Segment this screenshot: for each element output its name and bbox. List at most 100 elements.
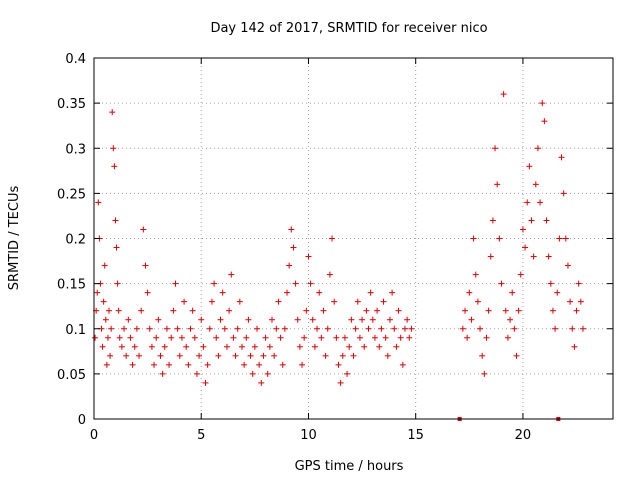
data-point bbox=[99, 343, 106, 350]
data-point bbox=[500, 91, 507, 98]
y-tick-label: 0.25 bbox=[57, 187, 86, 202]
data-point bbox=[191, 334, 198, 341]
data-point bbox=[260, 352, 267, 359]
data-point bbox=[264, 370, 271, 377]
data-point bbox=[168, 334, 175, 341]
data-point bbox=[363, 307, 370, 314]
data-point bbox=[292, 280, 299, 287]
data-point bbox=[288, 226, 295, 233]
data-point bbox=[187, 325, 194, 332]
data-point bbox=[522, 244, 529, 251]
data-point bbox=[118, 343, 125, 350]
data-point bbox=[266, 343, 273, 350]
data-point bbox=[374, 307, 381, 314]
data-point bbox=[485, 307, 492, 314]
data-point bbox=[303, 307, 310, 314]
data-point bbox=[326, 271, 333, 278]
data-point bbox=[198, 316, 205, 323]
data-point bbox=[404, 316, 411, 323]
data-point bbox=[138, 307, 145, 314]
x-tick-label: 20 bbox=[515, 428, 532, 443]
data-point bbox=[519, 226, 526, 233]
data-point bbox=[556, 235, 563, 242]
data-point bbox=[176, 352, 183, 359]
data-point bbox=[515, 307, 522, 314]
data-point bbox=[155, 316, 162, 323]
data-point bbox=[361, 343, 368, 350]
data-point bbox=[121, 325, 128, 332]
data-point bbox=[526, 163, 533, 170]
x-tick-label: 10 bbox=[300, 428, 317, 443]
data-point bbox=[146, 325, 153, 332]
data-point bbox=[309, 316, 316, 323]
data-point bbox=[395, 307, 402, 314]
data-point bbox=[492, 145, 499, 152]
data-point bbox=[305, 253, 312, 260]
y-tick-label: 0.35 bbox=[57, 97, 86, 112]
data-point bbox=[354, 298, 361, 305]
data-point bbox=[228, 271, 235, 278]
data-point bbox=[253, 325, 260, 332]
data-point bbox=[249, 370, 256, 377]
data-point bbox=[102, 316, 109, 323]
x-axis-label: GPS time / hours bbox=[295, 459, 404, 474]
data-point bbox=[552, 325, 559, 332]
data-point bbox=[532, 181, 539, 188]
data-point bbox=[284, 289, 291, 296]
data-point bbox=[479, 352, 486, 359]
data-point bbox=[101, 262, 108, 269]
data-point bbox=[477, 325, 484, 332]
data-point bbox=[502, 307, 509, 314]
data-point bbox=[161, 343, 168, 350]
data-point bbox=[115, 307, 122, 314]
data-point bbox=[537, 199, 544, 206]
data-point bbox=[331, 298, 338, 305]
data-point bbox=[528, 217, 535, 224]
data-point bbox=[329, 235, 336, 242]
data-point bbox=[483, 334, 490, 341]
data-point bbox=[215, 352, 222, 359]
data-point bbox=[459, 325, 466, 332]
data-point bbox=[487, 253, 494, 260]
data-point bbox=[208, 298, 215, 305]
data-point bbox=[106, 307, 113, 314]
data-point bbox=[159, 370, 166, 377]
data-point bbox=[350, 352, 357, 359]
data-point bbox=[504, 334, 511, 341]
data-point bbox=[281, 325, 288, 332]
data-point bbox=[539, 100, 546, 107]
data-point bbox=[236, 298, 243, 305]
data-point bbox=[262, 334, 269, 341]
data-point bbox=[299, 361, 306, 368]
data-point bbox=[337, 379, 344, 386]
data-point bbox=[286, 262, 293, 269]
data-point bbox=[243, 334, 250, 341]
data-point bbox=[314, 325, 321, 332]
data-point bbox=[509, 289, 516, 296]
data-point bbox=[466, 289, 473, 296]
data-point bbox=[335, 361, 342, 368]
data-point bbox=[95, 199, 102, 206]
data-point bbox=[554, 289, 561, 296]
y-axis-label: SRMTID / TECUs bbox=[7, 186, 22, 291]
data-point bbox=[196, 352, 203, 359]
data-point bbox=[104, 334, 111, 341]
data-point bbox=[371, 334, 378, 341]
data-point bbox=[163, 325, 170, 332]
data-point bbox=[406, 334, 413, 341]
data-point bbox=[125, 316, 132, 323]
data-point bbox=[94, 289, 101, 296]
data-point bbox=[513, 352, 520, 359]
data-point bbox=[573, 307, 580, 314]
data-point bbox=[183, 343, 190, 350]
y-tick-label: 0.05 bbox=[57, 368, 86, 383]
data-point bbox=[290, 244, 297, 251]
data-point bbox=[316, 289, 323, 296]
data-point bbox=[113, 244, 120, 251]
data-point bbox=[279, 361, 286, 368]
x-tick-label: 0 bbox=[90, 428, 98, 443]
data-point bbox=[472, 271, 479, 278]
x-tick-label: 15 bbox=[407, 428, 424, 443]
y-tick-label: 0.15 bbox=[57, 278, 86, 293]
data-point bbox=[251, 343, 258, 350]
